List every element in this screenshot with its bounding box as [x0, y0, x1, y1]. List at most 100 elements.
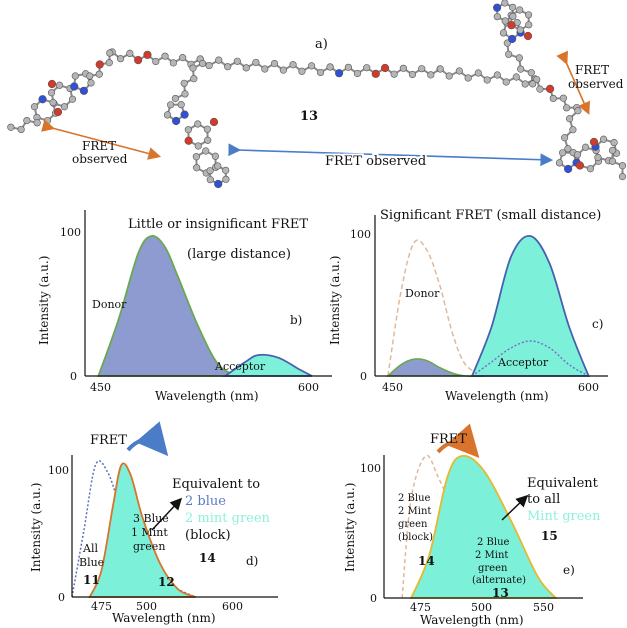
- carbon-atom: [33, 119, 41, 127]
- compound-number-13: 13: [300, 109, 318, 124]
- carbon-atom: [586, 165, 595, 173]
- carbon-atom: [517, 65, 525, 73]
- nitrogen-atom: [564, 164, 573, 174]
- oxygen-atom: [134, 55, 143, 65]
- oxygen-atom: [47, 79, 57, 89]
- carbon-atom: [464, 74, 472, 82]
- carbon-atom: [363, 64, 371, 72]
- nitrogen-atom: [508, 34, 517, 44]
- carbon-atom: [594, 153, 602, 162]
- carbon-atom: [525, 21, 533, 29]
- carbon-atom: [493, 71, 501, 79]
- carbon-atom: [233, 57, 241, 65]
- carbon-atom: [222, 175, 230, 183]
- block-series-line-1: 2 Blue: [398, 493, 431, 504]
- carbon-atom: [193, 164, 201, 172]
- carbon-atom: [316, 68, 325, 77]
- carbon-atom: [206, 167, 214, 175]
- carbon-atom: [171, 94, 180, 103]
- carbon-atom: [222, 166, 230, 174]
- panel-label-d: d): [246, 554, 258, 568]
- x-tick-450: 450: [382, 381, 403, 394]
- nitrogen-atom: [214, 179, 223, 189]
- equiv-block-label: (block): [185, 528, 231, 543]
- nitrogen-atom: [493, 3, 502, 12]
- carbon-atom: [390, 70, 398, 78]
- fret-curved-arrow: [126, 421, 169, 457]
- series-label-acceptor: Acceptor: [497, 356, 549, 369]
- carbon-atom: [559, 94, 567, 102]
- equivalence-arrow: [151, 497, 183, 531]
- carbon-atom: [529, 80, 537, 88]
- chart-panel-e: FRET Equivalent to all Mint green 15 2 B…: [343, 423, 601, 627]
- carbon-atom: [106, 49, 114, 57]
- y-tick-100: 100: [350, 228, 371, 241]
- carbon-atom: [180, 79, 188, 87]
- molecule-panel: a) 13 FRET observed FRET observed FRET o…: [7, 0, 627, 189]
- acceptor-emission-area: [222, 353, 313, 377]
- y-axis-label: Intensity (a.u.): [328, 256, 342, 345]
- donor-emission-area: [385, 358, 486, 378]
- carbon-atom: [49, 98, 57, 107]
- carbon-atom: [86, 72, 94, 80]
- carbon-atom: [198, 59, 207, 68]
- x-tick-600: 600: [222, 600, 243, 613]
- equivalence-arrow: [501, 494, 529, 521]
- carbon-atom: [261, 65, 269, 73]
- series-label-1mint: 1 Mint: [131, 526, 168, 539]
- donor-emission-reference-curve: [387, 239, 486, 377]
- carbon-atom: [515, 54, 523, 62]
- nitrogen-atom: [38, 95, 47, 104]
- carbon-atom: [533, 75, 541, 84]
- fret-center-label: FRET observed: [325, 154, 426, 169]
- carbon-atom: [501, 17, 509, 25]
- carbon-atom: [581, 143, 590, 151]
- carbon-atom: [436, 65, 444, 73]
- carbon-atom: [184, 126, 192, 134]
- oxygen-atom: [209, 117, 219, 127]
- series-label-green: green: [133, 540, 165, 553]
- carbon-atom: [179, 54, 187, 62]
- carbon-atom: [516, 26, 524, 34]
- series-label-acceptor: Acceptor: [214, 360, 266, 373]
- equivalent-to-label: Equivalent to: [172, 477, 260, 492]
- chart-subtitle: (large distance): [187, 247, 291, 262]
- chart-panel-d: FRET Equivalent to 2 blue 2 mint green (…: [29, 421, 278, 625]
- alt-series-line-2: 2 Mint: [475, 550, 508, 561]
- fret-arrow-center: [228, 143, 554, 167]
- oxygen-atom: [380, 63, 390, 73]
- carbon-atom: [192, 153, 200, 161]
- carbon-atom: [502, 78, 510, 86]
- compound-number-11: 11: [83, 573, 100, 587]
- carbon-atom: [326, 63, 334, 71]
- carbon-atom: [270, 59, 279, 68]
- carbon-atom: [573, 151, 582, 159]
- oxygen-atom: [545, 84, 555, 93]
- carbon-atom: [564, 145, 572, 153]
- carbon-atom: [47, 89, 56, 97]
- carbon-atom: [189, 64, 197, 72]
- x-axis-label: Wavelength (nm): [420, 613, 524, 627]
- carbon-atom: [116, 55, 125, 63]
- y-axis-label: Intensity (a.u.): [37, 256, 51, 345]
- oxygen-atom: [523, 31, 533, 41]
- carbon-atom: [23, 116, 31, 125]
- y-tick-0: 0: [58, 591, 65, 604]
- x-axis-label: Wavelength (nm): [112, 611, 216, 625]
- y-tick-100: 100: [48, 464, 69, 477]
- carbon-atom: [169, 59, 177, 67]
- carbon-atom: [177, 101, 185, 109]
- carbon-atom: [55, 81, 64, 89]
- carbon-atom: [289, 61, 297, 69]
- panel-label-c: c): [592, 317, 603, 331]
- block-series-line-3: green: [398, 519, 428, 530]
- carbon-atom: [7, 123, 15, 131]
- carbon-atom: [214, 162, 222, 170]
- fret-left-label-2: observed: [72, 152, 128, 166]
- compound-number-14: 14: [199, 551, 216, 565]
- chart-panel-c: Significant FRET (small distance) Donor …: [328, 208, 608, 403]
- carbon-atom: [279, 66, 287, 74]
- carbon-atom: [499, 29, 508, 37]
- series-label-donor: Donor: [405, 287, 440, 300]
